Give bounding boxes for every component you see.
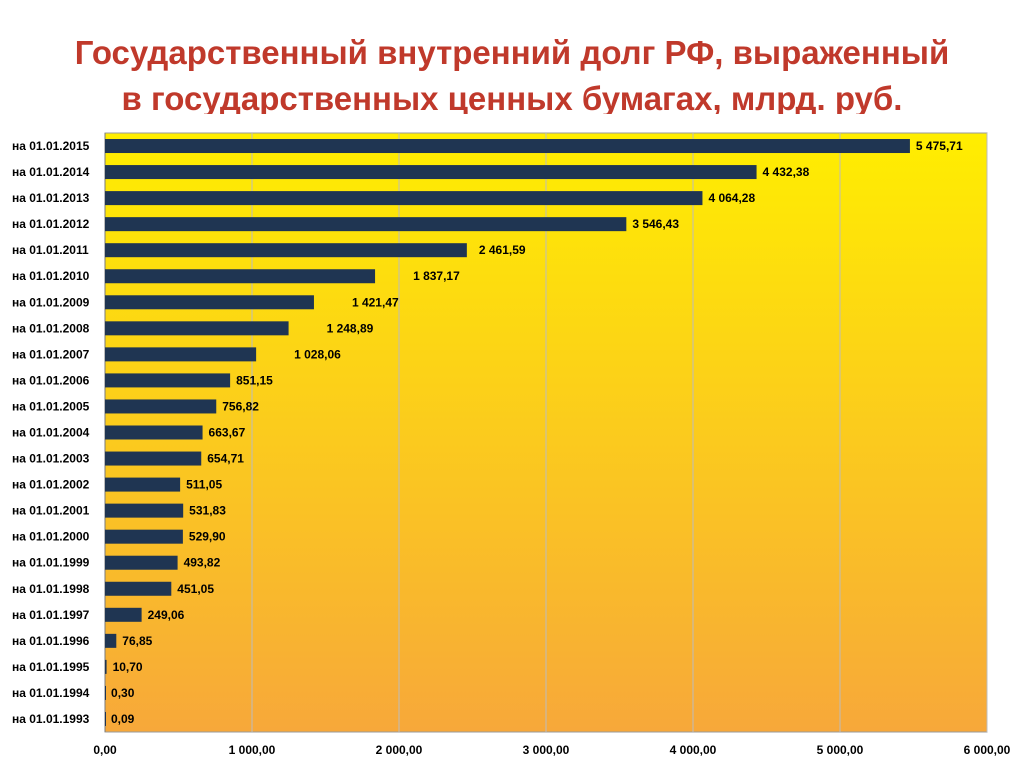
bar [105,607,142,622]
data-label: 4 064,28 [708,191,755,205]
bar [105,217,627,232]
bar [105,269,376,284]
category-label: на 01.01.2015 [12,139,90,153]
category-label: на 01.01.1998 [12,582,90,596]
data-label: 511,05 [186,478,222,492]
category-label: на 01.01.2007 [12,347,90,361]
data-label: 1 028,06 [294,347,341,361]
category-label: на 01.01.2013 [12,191,90,205]
category-label: на 01.01.2010 [12,269,90,283]
title-area: Государственный внутренний долг РФ, выра… [0,0,1024,114]
bar [105,373,231,388]
category-label: на 01.01.1994 [12,686,90,700]
tick-label: 0,00 [93,743,117,757]
tick-label: 1 000,00 [229,743,276,757]
bar [105,399,217,414]
bar-series [105,139,910,726]
data-label: 5 475,71 [916,139,963,153]
bar [105,165,757,180]
bar [105,451,202,466]
data-label: 3 546,43 [632,217,679,231]
bar [105,191,703,206]
tick-label: 4 000,00 [670,743,717,757]
category-label: на 01.01.1996 [12,634,90,648]
category-label: на 01.01.1993 [12,712,90,726]
bar [105,685,106,700]
data-labels: 5 475,71 4 432,38 4 064,28 3 546,43 2 461,59… [111,139,963,726]
category-label: на 01.01.2003 [12,452,90,466]
data-label: 10,70 [113,660,143,674]
data-label: 76,85 [122,634,152,648]
data-label: 451,05 [177,582,214,596]
tick-label: 2 000,00 [376,743,423,757]
data-label: 0,30 [111,686,135,700]
data-label: 1 837,17 [413,269,460,283]
bar [105,529,183,544]
bar [105,659,107,674]
data-label: 663,67 [209,426,246,440]
tick-label: 6 000,00 [964,743,1011,757]
bar [105,711,106,726]
category-label: на 01.01.2001 [12,504,90,518]
data-label: 529,90 [189,530,226,544]
category-label: на 01.01.2006 [12,373,90,387]
data-label: 0,09 [111,712,135,726]
bar [105,295,314,310]
category-label: на 01.01.2014 [12,165,90,179]
bar [105,581,172,596]
data-label: 851,15 [236,373,273,387]
category-label: на 01.01.2008 [12,321,90,335]
data-label: 2 461,59 [479,243,526,257]
data-label: 4 432,38 [763,165,810,179]
bar [105,243,467,258]
category-label: на 01.01.2004 [12,426,90,440]
bar [105,633,117,648]
data-label: 531,83 [189,504,226,518]
data-label: 1 421,47 [352,295,399,309]
tick-label: 3 000,00 [523,743,570,757]
chart-title-line-1: Государственный внутренний долг РФ, выра… [74,34,950,71]
bar [105,347,257,362]
data-label: 654,71 [207,452,244,466]
data-label: 756,82 [222,399,259,413]
chart-title-line-2: в государственных ценных бумагах, млрд. … [121,80,903,114]
category-label: на 01.01.2009 [12,295,90,309]
category-label: на 01.01.1999 [12,556,90,570]
category-axis-labels: на 01.01.2015 на 01.01.2014 на 01.01.2013 н… [12,139,90,726]
category-label: на 01.01.2002 [12,478,90,492]
data-label: 1 248,89 [327,321,374,335]
category-label: на 01.01.1995 [12,660,90,674]
category-label: на 01.01.2011 [12,243,89,257]
chart-title: Государственный внутренний долг РФ, выра… [0,30,1024,114]
data-label: 249,06 [148,608,185,622]
bar [105,321,289,336]
gridlines [104,133,988,732]
bar [105,139,910,154]
data-label: 493,82 [184,556,221,570]
tick-label: 5 000,00 [817,743,864,757]
bar [105,425,203,440]
category-label: на 01.01.1997 [12,608,90,622]
category-label: на 01.01.2005 [12,399,90,413]
category-label: на 01.01.2012 [12,217,90,231]
bar [105,503,184,518]
category-label: на 01.01.2000 [12,530,90,544]
bar [105,555,178,570]
bar [105,477,181,492]
value-axis-labels: 0,00 1 000,00 2 000,00 3 000,00 4 000,00 5 00… [93,743,1010,757]
